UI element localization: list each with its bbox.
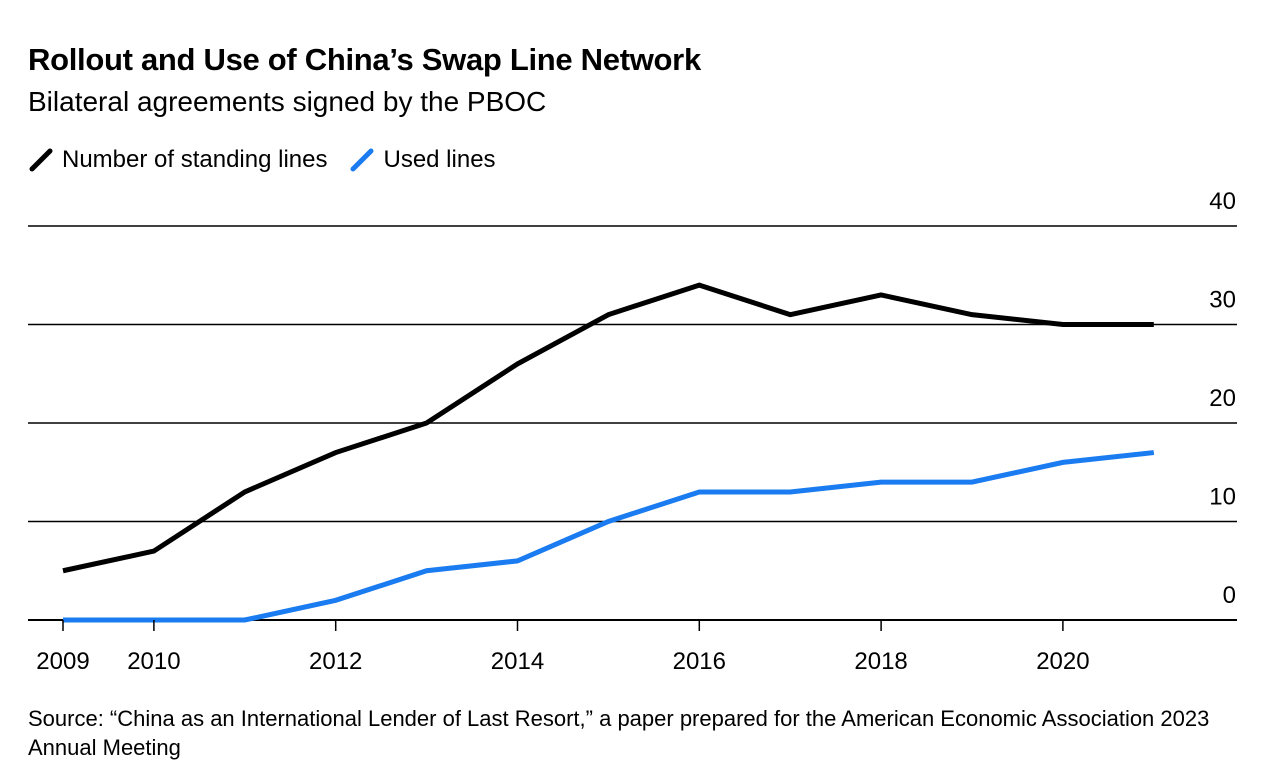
x-tick-label: 2010 [127, 648, 180, 675]
legend-item-used: Used lines [349, 146, 496, 174]
chart-subtitle: Bilateral agreements signed by the PBOC [28, 86, 547, 117]
y-tick-label: 30 [1209, 287, 1236, 314]
legend-swatch-standing [29, 148, 53, 172]
source-note: Source: “China as an International Lende… [28, 706, 1210, 760]
chart-title: Rollout and Use of China’s Swap Line Net… [28, 42, 701, 77]
x-tick-label: 2014 [491, 648, 544, 675]
series-line-used [63, 450, 1155, 623]
y-tick-label: 10 [1209, 484, 1236, 511]
x-tick-label: 2016 [673, 648, 726, 675]
x-tick-label: 2012 [309, 648, 362, 675]
legend-swatch-used [350, 148, 374, 172]
legend-item-standing: Number of standing lines [28, 146, 327, 174]
y-tick-label: 20 [1209, 385, 1236, 412]
legend: Number of standing lines Used lines [28, 146, 518, 174]
x-tick-label: 2009 [36, 648, 89, 675]
legend-label-standing: Number of standing lines [62, 146, 328, 173]
x-tick-label: 2018 [854, 648, 907, 675]
legend-label-used: Used lines [383, 146, 496, 173]
y-tick-label: 0 [1223, 582, 1236, 609]
x-tick-label: 2020 [1036, 648, 1089, 675]
series-line-standing [62, 282, 1154, 574]
y-tick-label: 40 [1209, 188, 1236, 215]
